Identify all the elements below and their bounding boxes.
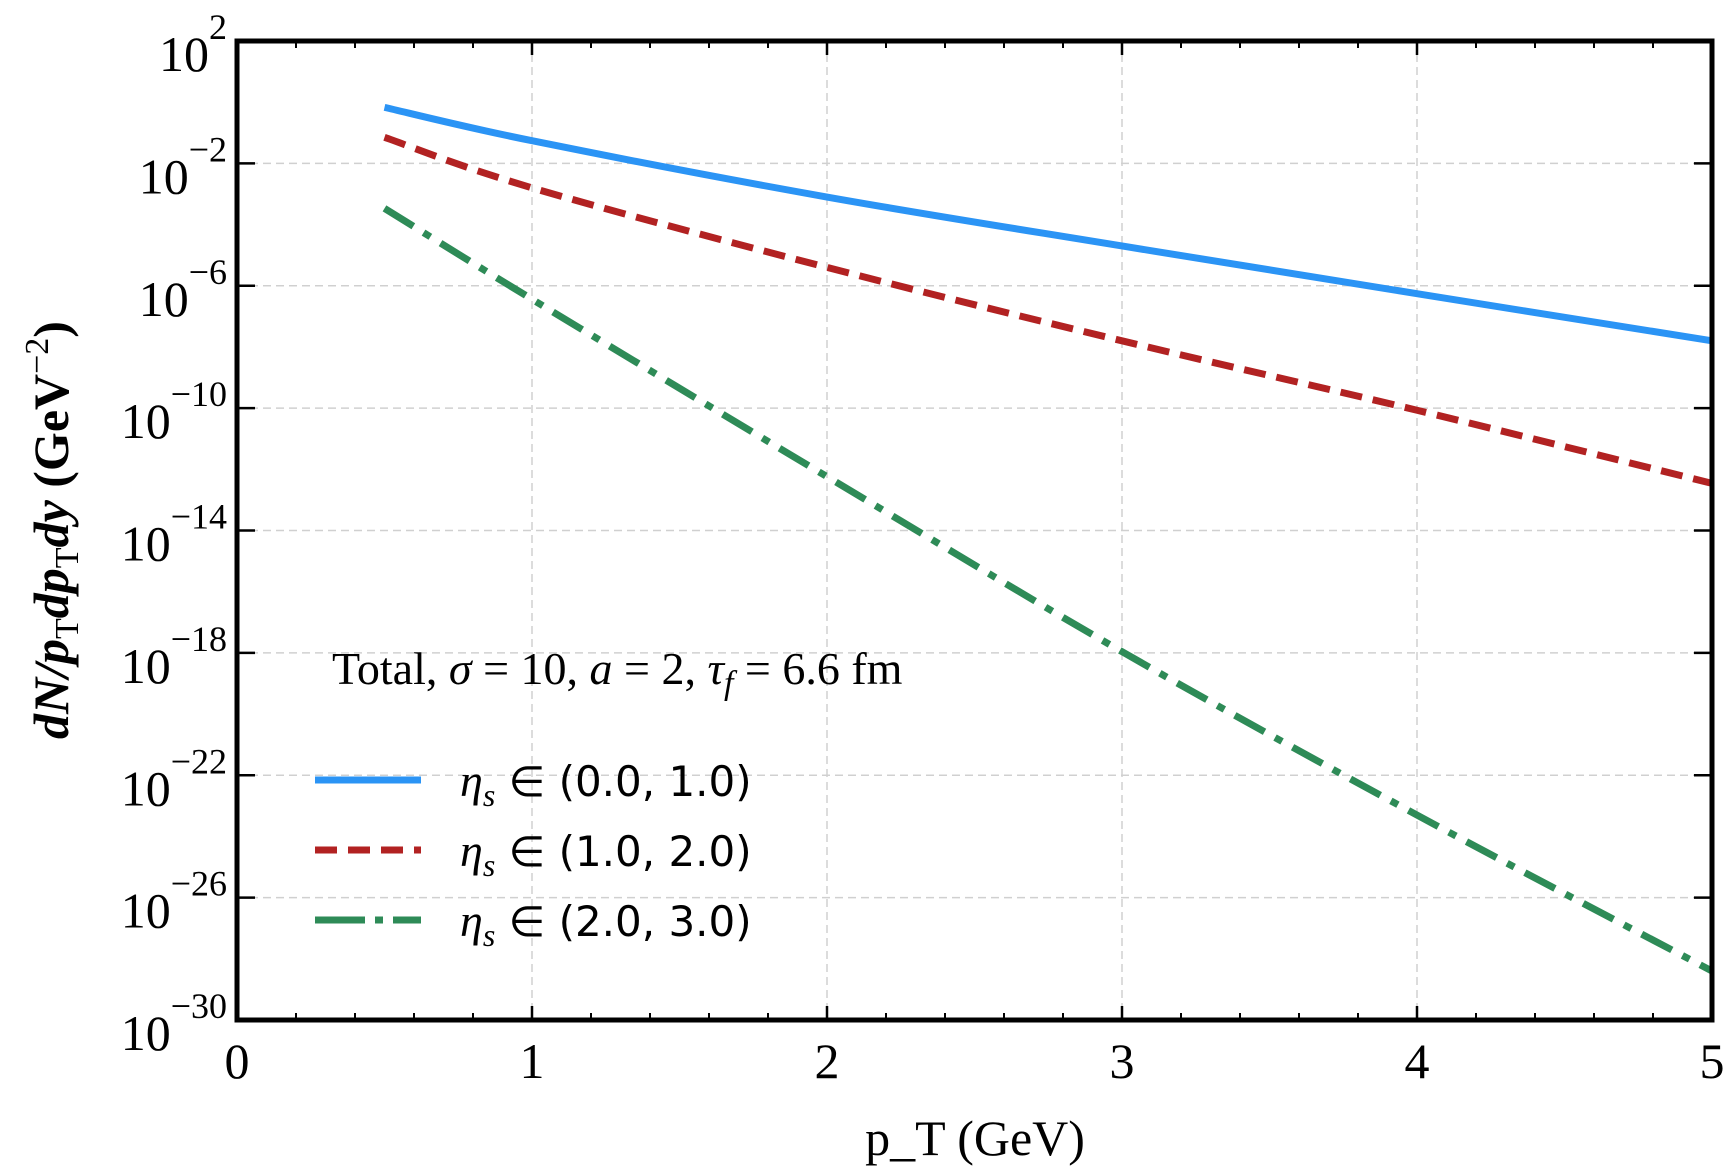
legend-label-2: ηs ∈ (1.0, 2.0)	[460, 825, 752, 883]
annotation-text: Total, σ = 10, a = 2, τf = 6.6 fm	[332, 643, 903, 702]
y-tick-label: 10−10	[121, 374, 227, 449]
y-tick-label: 10−6	[139, 252, 227, 327]
y-tick-label: 102	[159, 7, 227, 82]
x-tick-label: 4	[1405, 1033, 1430, 1089]
y-tick-label: 10−2	[139, 129, 227, 204]
ticks	[235, 39, 1714, 1022]
x-tick-label: 2	[815, 1033, 840, 1089]
series-line-3	[382, 205, 1714, 975]
curves	[382, 103, 1714, 975]
y-tick-label: 10−30	[121, 986, 227, 1061]
x-tick-label: 3	[1110, 1033, 1135, 1089]
y-tick-label: 10−26	[121, 864, 227, 939]
series-line-2	[383, 134, 1713, 487]
y-tick-labels: 102 10−2 10−6 10−10 10−14 10−18 10−22 10−26 10−3…	[121, 7, 227, 1061]
x-tick-label: 5	[1700, 1033, 1725, 1089]
x-axis-label: p_T (GeV)	[865, 1110, 1085, 1166]
legend: ηs ∈ (0.0, 1.0) ηs ∈ (1.0, 2.0) ηs ∈ (2.0,…	[315, 755, 752, 953]
grid	[236, 40, 1713, 1021]
series-line-1	[383, 103, 1713, 345]
x-tick-label: 1	[520, 1033, 545, 1089]
y-tick-label: 10−14	[121, 497, 227, 572]
x-tick-label: 0	[225, 1033, 250, 1089]
legend-label-3: ηs ∈ (2.0, 3.0)	[460, 895, 752, 953]
legend-label-1: ηs ∈ (0.0, 1.0)	[460, 755, 752, 813]
y-tick-label: 10−18	[121, 619, 227, 694]
y-tick-label: 10−22	[121, 741, 227, 816]
y-axis-label: dN/pTdpTdy (GeV−2)	[19, 321, 86, 739]
x-tick-labels: 0 1 2 3 4 5	[225, 1033, 1725, 1089]
